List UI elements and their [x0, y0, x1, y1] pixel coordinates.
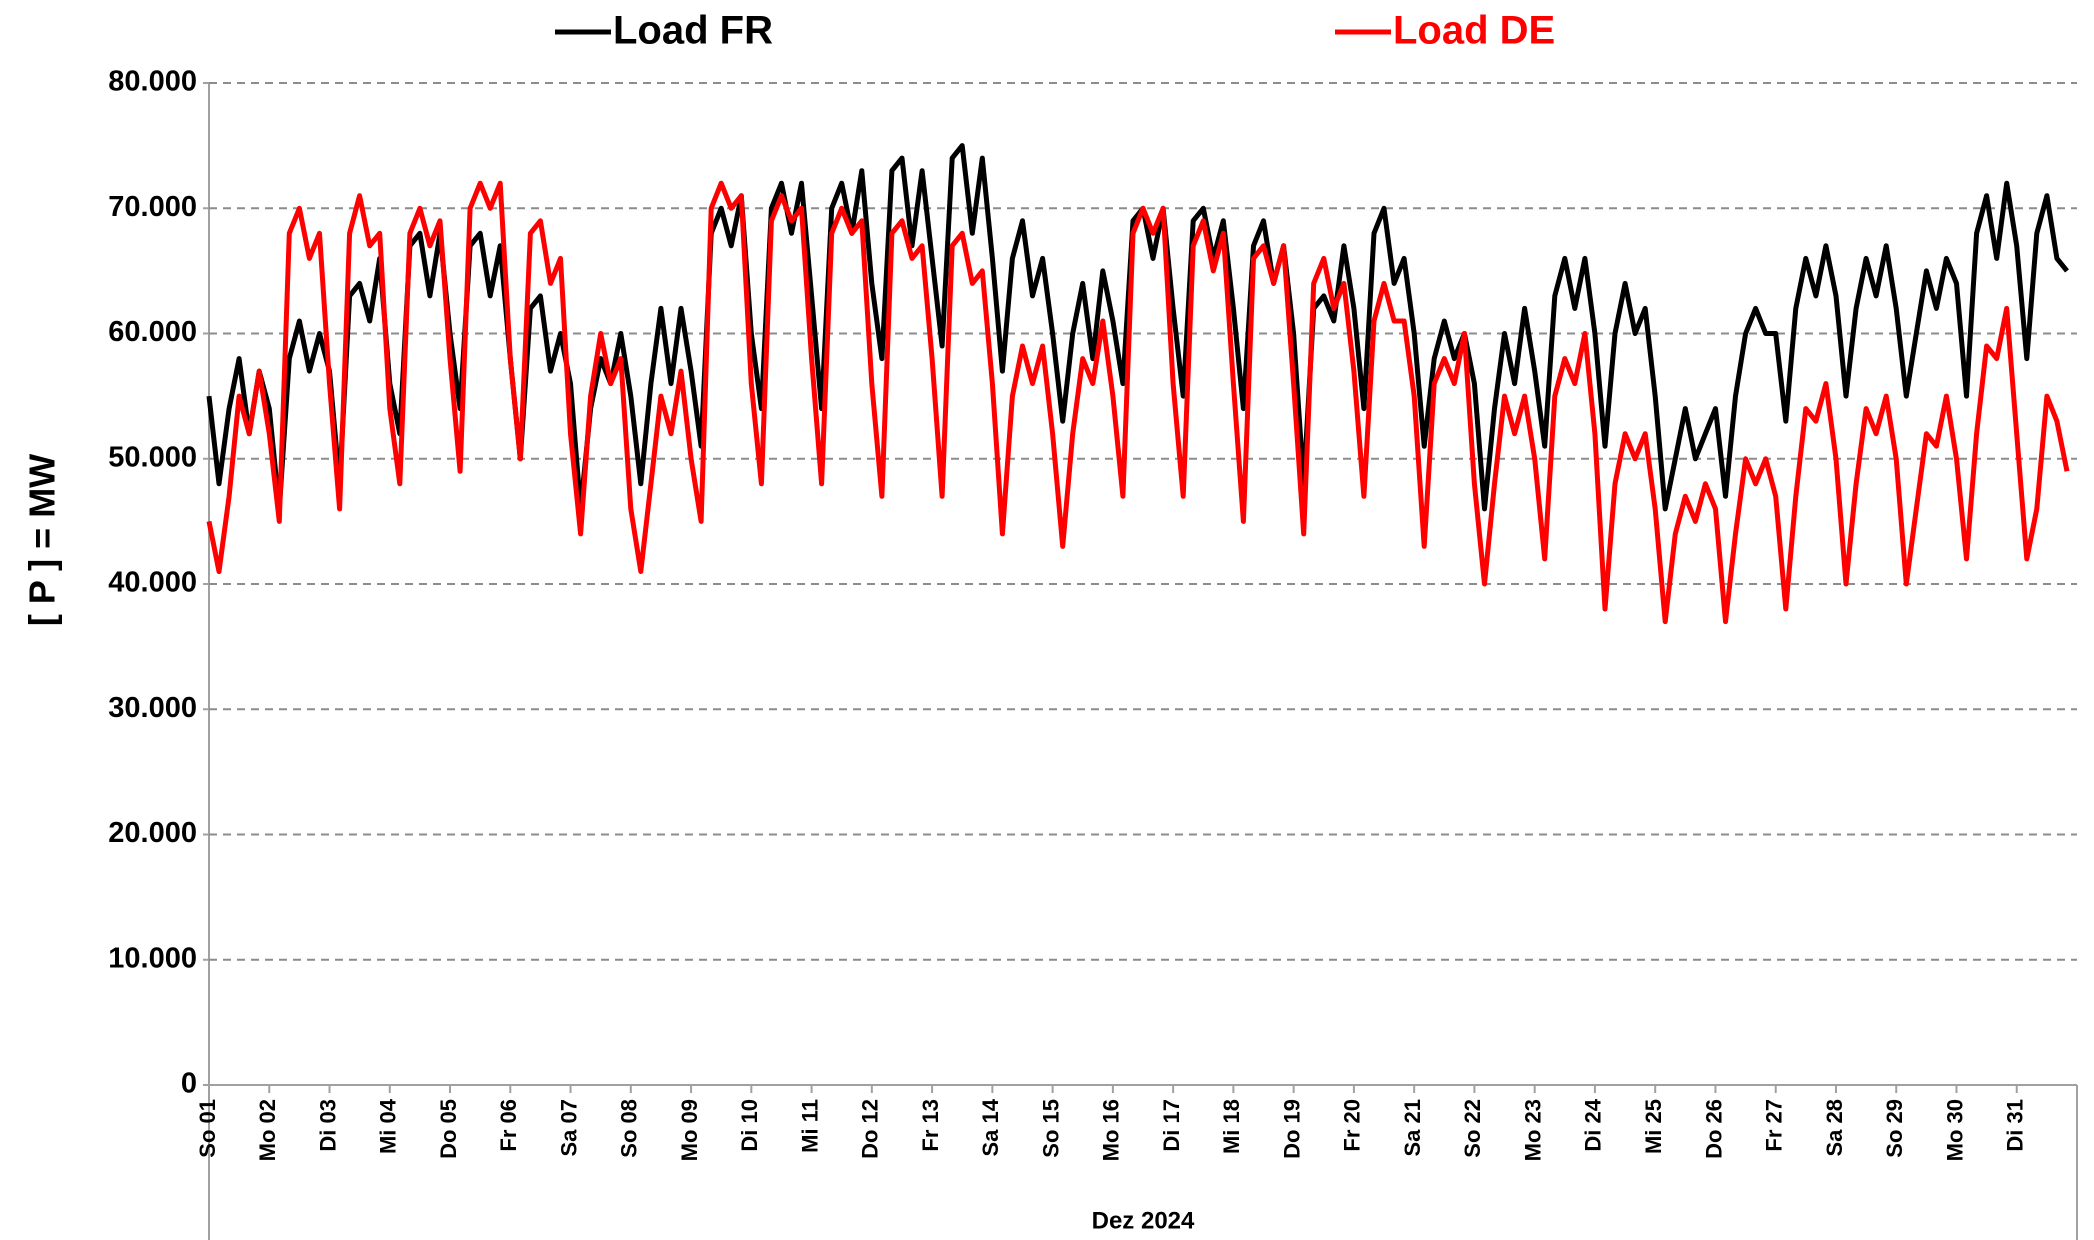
x-tick-label: Di 17 [1159, 1099, 1184, 1152]
x-tick-label: Fr 13 [918, 1099, 943, 1152]
x-tick-label: Mo 30 [1942, 1099, 1967, 1161]
y-tick-label: 50.000 [108, 441, 197, 473]
x-tick-label: So 29 [1882, 1099, 1907, 1158]
y-tick-label: 10.000 [108, 942, 197, 974]
legend-label: Load FR [613, 9, 773, 53]
x-tick-label: Sa 28 [1822, 1099, 1847, 1157]
x-tick-label: Di 24 [1581, 1098, 1606, 1151]
y-axis-label: [ P ] = MW [22, 454, 63, 626]
x-tick-label: Do 05 [436, 1099, 461, 1159]
x-tick-label: So 01 [195, 1099, 220, 1158]
x-tick-label: Fr 06 [496, 1099, 521, 1152]
x-axis-label: Dez 2024 [1092, 1207, 1195, 1234]
x-tick-label: Mi 04 [376, 1098, 401, 1154]
y-tick-label: 60.000 [108, 316, 197, 348]
x-tick-label: Sa 14 [978, 1098, 1003, 1156]
y-tick-label: 40.000 [108, 567, 197, 599]
x-tick-label: Do 19 [1279, 1099, 1304, 1159]
y-tick-label: 0 [181, 1068, 197, 1100]
x-tick-label: Di 10 [737, 1099, 762, 1152]
y-tick-label: 20.000 [108, 817, 197, 849]
x-tick-label: Mo 23 [1520, 1099, 1545, 1161]
x-tick-label: Do 26 [1701, 1099, 1726, 1159]
x-tick-label: So 08 [617, 1099, 642, 1158]
x-tick-label: Fr 20 [1340, 1099, 1365, 1152]
x-tick-label: Sa 07 [556, 1099, 581, 1157]
line-series [206, 180, 2070, 625]
legend-label: Load DE [1393, 9, 1555, 53]
x-tick-label: Fr 27 [1762, 1099, 1787, 1152]
x-tick-label: So 22 [1460, 1099, 1485, 1158]
x-tick-label: Sa 21 [1400, 1099, 1425, 1157]
x-tick-label: Mi 25 [1641, 1099, 1666, 1154]
x-tick-label: So 15 [1038, 1099, 1063, 1158]
x-tick-label: Di 31 [2003, 1099, 2028, 1152]
x-tick-label: Mo 16 [1099, 1099, 1124, 1161]
y-tick-label: 30.000 [108, 692, 197, 724]
x-tick-label: Mi 11 [797, 1099, 822, 1153]
x-tick-label: Do 12 [858, 1099, 883, 1159]
x-tick-label: Mo 09 [677, 1099, 702, 1161]
y-tick-label: 80.000 [108, 66, 197, 98]
x-tick-label: Mo 02 [255, 1099, 280, 1161]
x-tick-label: Di 03 [315, 1099, 340, 1152]
y-tick-label: 70.000 [108, 191, 197, 223]
x-tick-label: Mi 18 [1219, 1099, 1244, 1154]
